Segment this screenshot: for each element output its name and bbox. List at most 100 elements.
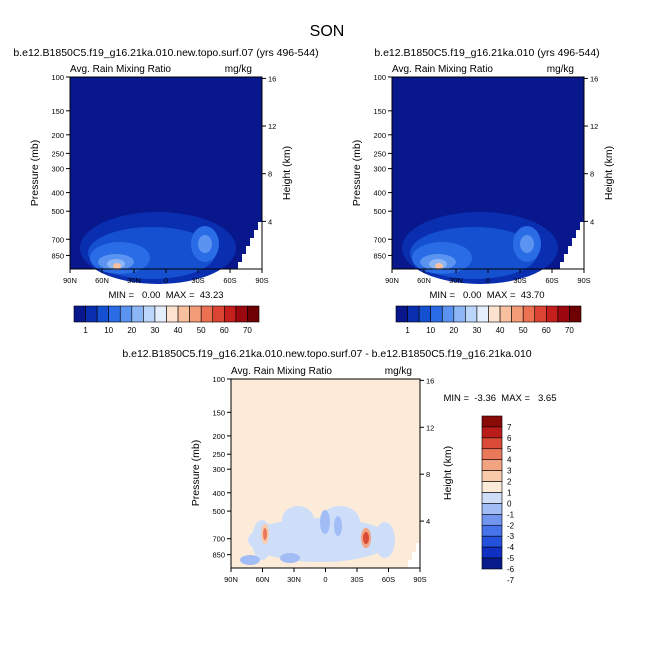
- colorbar-box: [212, 305, 225, 323]
- colorbar-box: [441, 305, 455, 323]
- colorbar-box: [73, 305, 86, 323]
- x-tick-label: 30S: [191, 276, 204, 285]
- x-tick-label: 90S: [255, 276, 268, 285]
- y-tick-label: 150: [51, 107, 64, 116]
- y-tick-label: 850: [51, 251, 64, 260]
- x-tick-label: 90N: [385, 276, 399, 285]
- y-tick-label: 400: [51, 189, 64, 198]
- colorbar-label: 0: [507, 499, 512, 508]
- colorbar-box: [453, 305, 466, 323]
- y-right-tick-label: 4: [268, 217, 272, 226]
- y-tick-label: 250: [51, 149, 64, 158]
- colorbar-label: -1: [507, 510, 515, 519]
- panel-1-surface-mask: [238, 222, 262, 269]
- colorbar-box: [481, 557, 503, 570]
- colorbar-box: [557, 305, 570, 323]
- y-tick-label: 400: [212, 489, 225, 498]
- panel-3-colorbar: 7 6 5 4 3 2 10 -1 -2 -3 -4 -5 -6 -7: [481, 415, 515, 585]
- panel-1: b.e12.B1850C5.f19_g16.21ka.010.new.topo.…: [13, 47, 318, 335]
- colorbar-box: [108, 305, 121, 323]
- panel-1-stats: MIN = 0.00 MAX = 43.23: [108, 290, 223, 301]
- panel-2-x-ticks: 90N 60N 30N 0 30S 60S 90S: [385, 269, 591, 285]
- y-tick-label: 100: [373, 73, 386, 82]
- y-right-tick-label: 4: [426, 517, 430, 526]
- figure-title: SON: [310, 23, 345, 40]
- panel-3-left-string: Avg. Rain Mixing Ratio: [231, 366, 332, 377]
- colorbar-box: [177, 305, 190, 323]
- colorbar-label: 60: [542, 326, 551, 335]
- colorbar-box: [499, 305, 512, 323]
- panel-3-y-right-ticks: 16 12 8 4: [420, 376, 434, 526]
- panel-2-ylabel-right: Height (km): [603, 146, 615, 200]
- y-tick-label: 100: [212, 375, 225, 384]
- panel-3-plot-area: [230, 378, 421, 569]
- panel-3-right-string: mg/kg: [385, 366, 412, 377]
- x-tick-label: 0: [486, 276, 490, 285]
- y-tick-label: 100: [51, 73, 64, 82]
- panel-1-left-string: Avg. Rain Mixing Ratio: [70, 64, 171, 75]
- colorbar-label: 70: [565, 326, 574, 335]
- colorbar-box: [481, 459, 503, 471]
- y-tick-label: 700: [373, 235, 386, 244]
- colorbar-label: -7: [507, 576, 515, 585]
- colorbar-label: 7: [507, 423, 512, 432]
- colorbar-box: [247, 305, 260, 323]
- y-tick-label: 300: [373, 165, 386, 174]
- panel-2-right-string: mg/kg: [547, 64, 574, 75]
- colorbar-box: [546, 305, 559, 323]
- x-tick-label: 60S: [382, 575, 395, 584]
- colorbar-box: [481, 437, 503, 450]
- colorbar-box: [481, 415, 503, 428]
- y-right-tick-label: 12: [426, 423, 434, 432]
- panel-1-ylabel-right: Height (km): [281, 146, 293, 200]
- panel-3: b.e12.B1850C5.f19_g16.21ka.010.new.topo.…: [122, 348, 556, 585]
- y-tick-label: 200: [212, 432, 225, 441]
- colorbar-box: [481, 546, 503, 559]
- y-right-tick-label: 8: [426, 470, 430, 479]
- x-tick-label: 90N: [63, 276, 77, 285]
- y-tick-label: 400: [373, 189, 386, 198]
- panel-3-field-band: [375, 522, 395, 558]
- x-tick-label: 30N: [287, 575, 301, 584]
- colorbar-label: 4: [507, 456, 512, 465]
- colorbar-box: [481, 492, 503, 504]
- panel-3-field-band: [280, 553, 300, 563]
- y-tick-label: 150: [373, 107, 386, 116]
- colorbar-box: [481, 503, 503, 515]
- panel-1-colorbar: 1 10 20 30 40 50 60 70: [73, 305, 260, 335]
- x-tick-label: 0: [323, 575, 327, 584]
- x-tick-label: 60S: [545, 276, 558, 285]
- colorbar-label: -2: [507, 521, 515, 530]
- panel-3-field-band: [240, 555, 260, 565]
- y-tick-label: 500: [373, 207, 386, 216]
- panel-3-title: b.e12.B1850C5.f19_g16.21ka.010.new.topo.…: [122, 348, 531, 360]
- colorbar-label: -6: [507, 565, 515, 574]
- x-tick-label: 90S: [413, 575, 426, 584]
- panel-1-title: b.e12.B1850C5.f19_g16.21ka.010.new.topo.…: [13, 47, 318, 59]
- colorbar-box: [200, 305, 214, 323]
- colorbar-label: 40: [174, 326, 183, 335]
- x-tick-label: 30S: [350, 575, 363, 584]
- x-tick-label: 60N: [95, 276, 109, 285]
- colorbar-box: [481, 470, 503, 482]
- colorbar-box: [511, 305, 524, 323]
- panel-2-y-right-ticks: 16 12 8 4: [584, 74, 598, 226]
- colorbar-label: 3: [507, 467, 512, 476]
- panel-2-field-band: [435, 263, 443, 269]
- x-tick-label: 60N: [417, 276, 431, 285]
- colorbar-label: -3: [507, 532, 515, 541]
- y-right-tick-label: 12: [590, 122, 598, 131]
- y-tick-label: 500: [51, 207, 64, 216]
- colorbar-box: [481, 481, 503, 493]
- y-right-tick-label: 8: [268, 170, 272, 179]
- y-tick-label: 300: [51, 165, 64, 174]
- y-tick-label: 200: [373, 131, 386, 140]
- colorbar-label: 40: [496, 326, 505, 335]
- panel-1-x-ticks: 90N 60N 30N 0 30S 60S 90S: [63, 269, 269, 285]
- panel-2-ylabel: Pressure (mb): [351, 140, 363, 207]
- colorbar-box: [465, 305, 478, 323]
- panel-2-colorbar: 1 10 20 30 40 50 60 70: [395, 305, 582, 335]
- colorbar-label: 30: [150, 326, 159, 335]
- panel-2-field-band: [520, 235, 534, 253]
